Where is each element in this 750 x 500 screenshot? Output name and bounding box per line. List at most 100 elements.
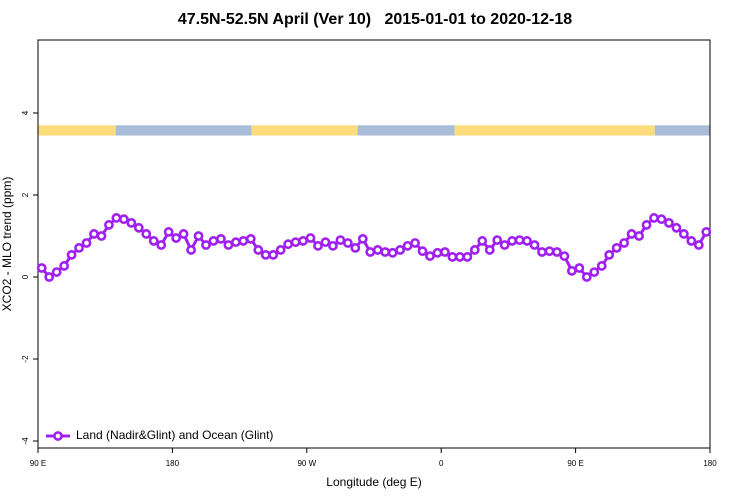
data-point (529, 240, 540, 250)
data-point (581, 272, 592, 282)
data-point (678, 229, 689, 239)
x-axis-label: Longitude (deg E) (326, 475, 421, 489)
data-point (223, 240, 234, 250)
data-point (514, 235, 525, 246)
data-point (596, 261, 607, 271)
data-point (671, 222, 682, 233)
data-point (230, 237, 241, 248)
data-point (44, 272, 55, 282)
y-tick-label: 0 (21, 274, 30, 279)
data-point (186, 245, 196, 255)
x-tick-label: 0 (439, 459, 444, 468)
data-point (290, 237, 301, 248)
data-point (216, 233, 226, 244)
data-point (118, 214, 129, 225)
data-point (156, 240, 167, 250)
data-point (477, 236, 488, 246)
x-tick-label: 180 (166, 459, 180, 468)
data-point (410, 238, 420, 248)
data-point (507, 236, 518, 246)
legend-label: Land (Nadir&Glint) and Ocean (Glint) (76, 428, 273, 442)
data-point (275, 245, 286, 255)
data-point (522, 236, 532, 246)
data-point (104, 220, 114, 230)
data-point (693, 240, 704, 250)
data-point (320, 237, 331, 248)
data-point (171, 233, 182, 243)
data-point (126, 217, 137, 228)
data-point (492, 235, 503, 246)
data-point (537, 247, 547, 257)
x-tick-label: 90 W (297, 459, 316, 468)
data-point (626, 229, 637, 239)
y-tick-label: -4 (21, 437, 30, 445)
data-point (111, 213, 122, 223)
data-point (335, 235, 346, 246)
data-point (201, 240, 211, 250)
data-point (619, 238, 630, 248)
data-point (611, 242, 622, 253)
data-point (66, 249, 77, 260)
data-point (499, 240, 510, 250)
y-axis-label: XCO2 - MLO trend (ppm) (0, 177, 14, 312)
data-point (96, 231, 107, 241)
data-point (268, 249, 279, 260)
data-point (328, 240, 338, 251)
x-tick-label: 90 E (567, 459, 583, 468)
data-point (559, 251, 570, 261)
data-point (552, 247, 562, 257)
data-point (238, 236, 249, 246)
data-point (425, 251, 435, 261)
y-tick-label: 2 (21, 192, 30, 197)
surface-strip (654, 125, 710, 136)
data-point (566, 265, 577, 276)
data-point (141, 229, 152, 239)
data-point (305, 233, 316, 243)
data-point (664, 217, 674, 228)
data-point (454, 252, 465, 262)
data-point (544, 246, 555, 257)
data-point (686, 236, 697, 246)
data-point (260, 249, 271, 260)
legend-marker (53, 431, 63, 441)
surface-strip (38, 125, 116, 136)
data-point (253, 245, 264, 255)
data-point (342, 238, 353, 248)
data-point (462, 252, 473, 262)
data-point (484, 245, 495, 255)
data-point (313, 240, 323, 251)
data-point (701, 227, 712, 237)
data-point (298, 236, 308, 246)
surface-strip (454, 125, 655, 136)
y-tick-label: -2 (21, 355, 30, 363)
data-point (395, 245, 406, 255)
data-point (469, 245, 480, 255)
data-point (148, 236, 159, 246)
data-point (574, 263, 585, 273)
data-point (163, 227, 174, 237)
data-point (357, 233, 368, 244)
data-point (417, 246, 428, 257)
data-point (59, 261, 70, 271)
data-point (74, 242, 84, 253)
data-point (447, 252, 458, 262)
data-point (283, 239, 294, 250)
chart-title: 47.5N-52.5N April (Ver 10) 2015-01-01 to… (178, 11, 572, 28)
data-point (133, 222, 144, 233)
data-point (432, 247, 443, 258)
data-point (649, 213, 659, 223)
data-point (589, 267, 600, 277)
data-point (89, 229, 99, 239)
data-point (402, 240, 413, 251)
data-point (656, 214, 667, 225)
data-point (365, 247, 376, 257)
data-point (51, 267, 62, 277)
surface-strip (251, 125, 358, 136)
data-point (208, 236, 219, 246)
data-point (193, 231, 204, 241)
data-point (380, 247, 391, 257)
plot-frame (37, 39, 711, 449)
data-point (634, 231, 644, 241)
data-point (178, 229, 189, 239)
